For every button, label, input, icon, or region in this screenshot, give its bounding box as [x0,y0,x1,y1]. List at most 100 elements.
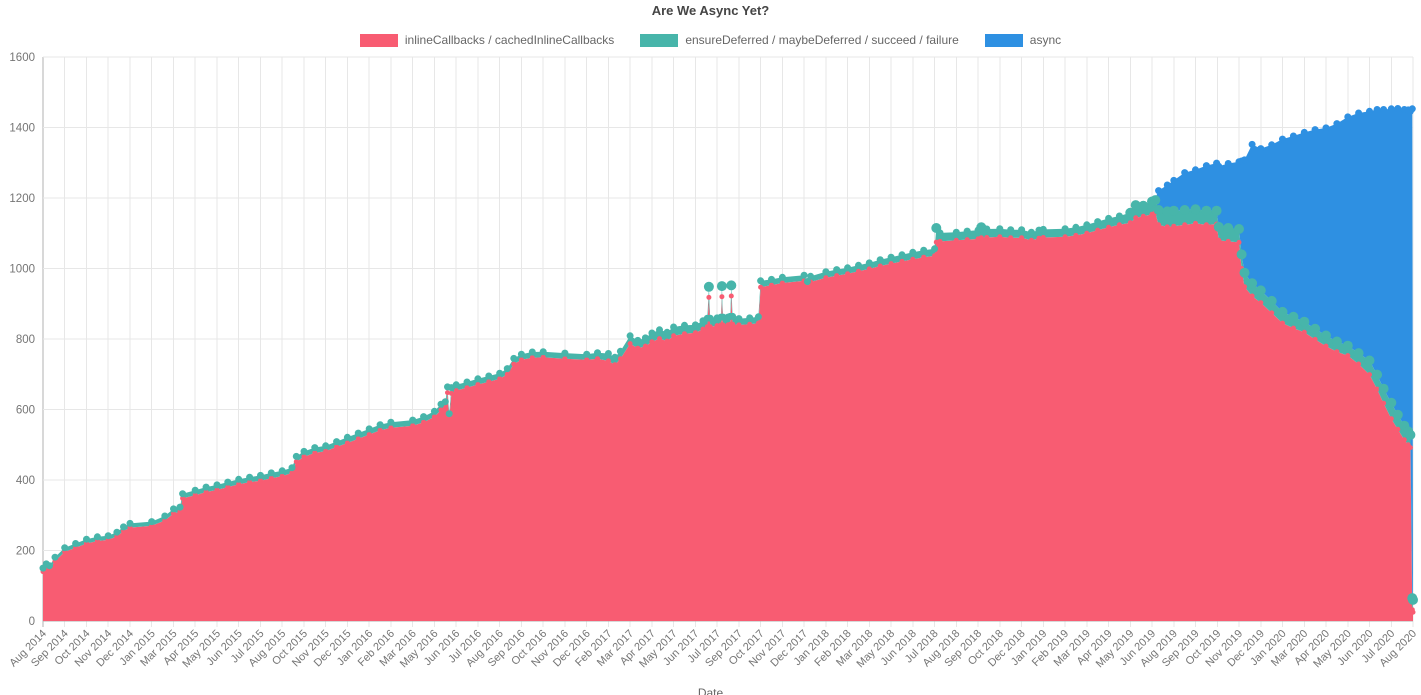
point-ensuredeferred [148,518,156,526]
point-ensuredeferred [1247,278,1258,289]
point-inlinecallbacks [719,294,725,300]
point-ensuredeferred [354,429,362,437]
point-inlinecallbacks [1367,372,1372,378]
point-ensuredeferred [1255,285,1266,296]
point-inlinecallbacks [755,320,761,326]
point-ensuredeferred [778,273,786,281]
point-ensuredeferred [83,535,90,543]
point-ensuredeferred [288,464,296,472]
point-ensuredeferred [865,259,873,267]
point-ensuredeferred [626,332,634,340]
point-inlinecallbacks [877,263,883,269]
point-inlinecallbacks [1156,222,1162,228]
point-ensuredeferred [224,478,232,486]
point-ensuredeferred [343,433,351,441]
legend-item-1[interactable]: ensureDeferred / maybeDeferred / succeed… [640,33,959,47]
point-ensuredeferred [1094,218,1102,226]
point-inlinecallbacks [779,280,785,286]
point-async [1241,156,1248,164]
y-tick-label: 1000 [9,264,35,276]
point-inlinecallbacks [747,321,753,327]
point-inlinecallbacks [1133,215,1139,221]
point-ensuredeferred [768,275,775,283]
point-ensuredeferred [887,253,895,261]
point-async [1215,162,1223,170]
point-inlinecallbacks [355,436,361,442]
point-inlinecallbacks [540,354,546,360]
legend-item-2[interactable]: async [984,33,1061,47]
point-inlinecallbacks [1216,237,1222,243]
point-ensuredeferred [113,528,121,536]
point-ensuredeferred [1353,348,1364,359]
y-tick-label: 600 [16,405,35,417]
point-ensuredeferred [257,471,264,479]
point-ensuredeferred [1310,323,1321,334]
point-inlinecallbacks [1269,310,1275,316]
point-ensuredeferred [1130,200,1141,211]
point-inlinecallbacks [635,345,641,351]
point-ensuredeferred [1386,397,1397,408]
point-ensuredeferred [703,281,714,292]
point-inlinecallbacks [937,238,943,244]
point-ensuredeferred [931,245,939,253]
point-async [1366,107,1373,115]
point-inlinecallbacks [1193,220,1198,226]
point-ensuredeferred [594,349,601,357]
point-ensuredeferred [300,447,308,455]
point-ensuredeferred [161,512,169,520]
point-ensuredeferred [213,481,221,489]
point-inlinecallbacks [289,470,295,476]
point-inlinecallbacks [978,235,984,241]
point-ensuredeferred [1321,330,1331,341]
point-ensuredeferred [855,261,862,269]
point-inlinecallbacks [247,479,253,485]
point-async [1202,162,1210,170]
point-inlinecallbacks [497,376,503,382]
point-ensuredeferred [517,350,525,358]
chart-title: Are We Async Yet? [651,3,770,18]
point-ensuredeferred [822,268,830,276]
point-inlinecallbacks [344,440,350,446]
point-inlinecallbacks [888,261,894,267]
point-ensuredeferred [387,418,395,426]
point-ensuredeferred [663,328,671,336]
point-inlinecallbacks [1301,329,1307,335]
point-ensuredeferred [963,227,971,235]
point-ensuredeferred [1266,295,1277,306]
point-inlinecallbacks [758,284,764,290]
point-ensuredeferred [93,533,101,541]
point-ensuredeferred [503,365,511,373]
point-inlinecallbacks [736,322,742,328]
point-inlinecallbacks [192,492,198,498]
point-ensuredeferred [656,326,663,334]
point-ensuredeferred [691,321,699,329]
legend-swatch [359,33,398,47]
point-async [1311,126,1319,134]
point-ensuredeferred [1061,225,1069,233]
point-inlinecallbacks [388,425,394,431]
point-inlinecallbacks [1312,336,1318,342]
point-inlinecallbacks [1225,238,1231,244]
point-ensuredeferred [376,421,384,429]
point-ensuredeferred [1138,200,1149,211]
point-inlinecallbacks [334,444,340,450]
legend-item-0[interactable]: inlineCallbacks / cachedInlineCallbacks [359,33,614,47]
point-inlinecallbacks [1323,343,1329,349]
point-inlinecallbacks [410,423,416,429]
point-inlinecallbacks [692,330,698,336]
point-ensuredeferred [1007,226,1015,234]
x-axis-title: Date [697,686,724,695]
point-async [1394,105,1402,112]
point-inlinecallbacks [1028,237,1034,243]
point-inlinecallbacks [834,273,840,279]
point-inlinecallbacks [910,256,916,262]
point-inlinecallbacks [1116,222,1122,228]
y-tick-label: 1400 [9,123,35,135]
point-ensuredeferred [754,313,762,321]
point-inlinecallbacks [1381,400,1387,406]
point-async [1380,106,1388,113]
area-async [1152,108,1413,600]
point-inlinecallbacks [312,450,318,456]
point-inlinecallbacks [769,282,774,288]
point-inlinecallbacks [177,509,183,515]
